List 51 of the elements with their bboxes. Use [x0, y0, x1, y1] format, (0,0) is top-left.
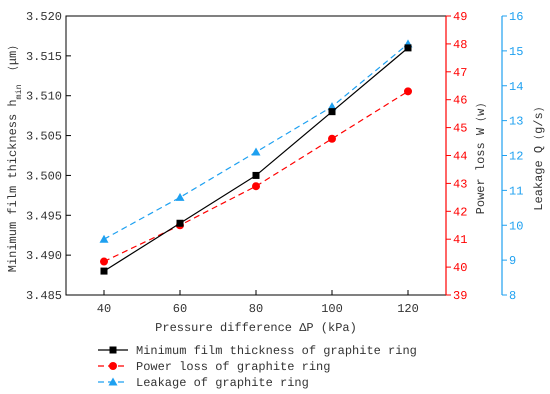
y2-tick-label: 41 — [453, 233, 468, 248]
y2-tick-label: 46 — [453, 94, 468, 108]
y2-tick-label: 49 — [453, 10, 468, 24]
x-tick-label: 120 — [397, 302, 419, 316]
point — [252, 182, 260, 190]
point — [252, 172, 260, 179]
x-tick-label: 100 — [321, 302, 343, 316]
point — [100, 258, 108, 266]
point — [328, 134, 336, 143]
y3-tick-label: 11 — [509, 184, 524, 198]
y3-tick-label: 12 — [509, 150, 524, 164]
y-tick-label: 3.490 — [26, 249, 62, 264]
y-tick-label: 3.520 — [26, 10, 62, 24]
y3-tick-label: 16 — [509, 10, 524, 24]
y3-tick-label: 15 — [509, 44, 524, 59]
point — [100, 268, 108, 275]
y2-tick-label: 42 — [453, 205, 468, 220]
point — [328, 108, 336, 116]
y2-tick-label: 48 — [453, 38, 468, 52]
y-tick-label: 3.515 — [26, 50, 62, 64]
point — [404, 44, 412, 52]
y-tick-label: 3.505 — [26, 130, 62, 144]
y2-tick-label: 47 — [453, 66, 468, 80]
y2-tick-label: 40 — [453, 261, 468, 276]
y2-axis-title: Power loss W（w） — [474, 96, 488, 214]
x-axis-title: Pressure difference ΔP (kPa) — [155, 321, 357, 335]
y-tick-label: 3.495 — [26, 209, 62, 224]
legend-label: Minimum film thickness of graphite ring — [136, 344, 417, 358]
y-tick-label: 3.485 — [26, 289, 62, 303]
legend-label: Leakage of graphite ring — [136, 376, 309, 390]
y2-tick-label: 44 — [453, 150, 468, 164]
y3-tick-label: 9 — [509, 254, 516, 268]
x-tick-label: 80 — [248, 302, 264, 316]
legend-label: Power loss of graphite ring — [136, 360, 330, 374]
y3-tick-label: 13 — [509, 114, 524, 129]
y2-tick-label: 43 — [453, 177, 468, 192]
point — [404, 87, 412, 96]
y2-tick-label: 39 — [453, 289, 468, 303]
y3-axis-title: Leakage Q（g/s） — [532, 100, 546, 211]
point — [100, 234, 108, 243]
point — [252, 148, 260, 156]
y-tick-label: 3.510 — [26, 90, 62, 104]
y3-tick-label: 14 — [509, 80, 524, 94]
point — [176, 220, 184, 227]
x-tick-label: 60 — [172, 302, 188, 316]
y3-tick-label: 10 — [509, 219, 524, 234]
point — [176, 192, 184, 201]
y-tick-label: 3.500 — [26, 169, 62, 184]
y3-tick-label: 8 — [509, 289, 516, 303]
y2-tick-label: 45 — [453, 122, 468, 136]
x-tick-label: 40 — [96, 302, 112, 316]
